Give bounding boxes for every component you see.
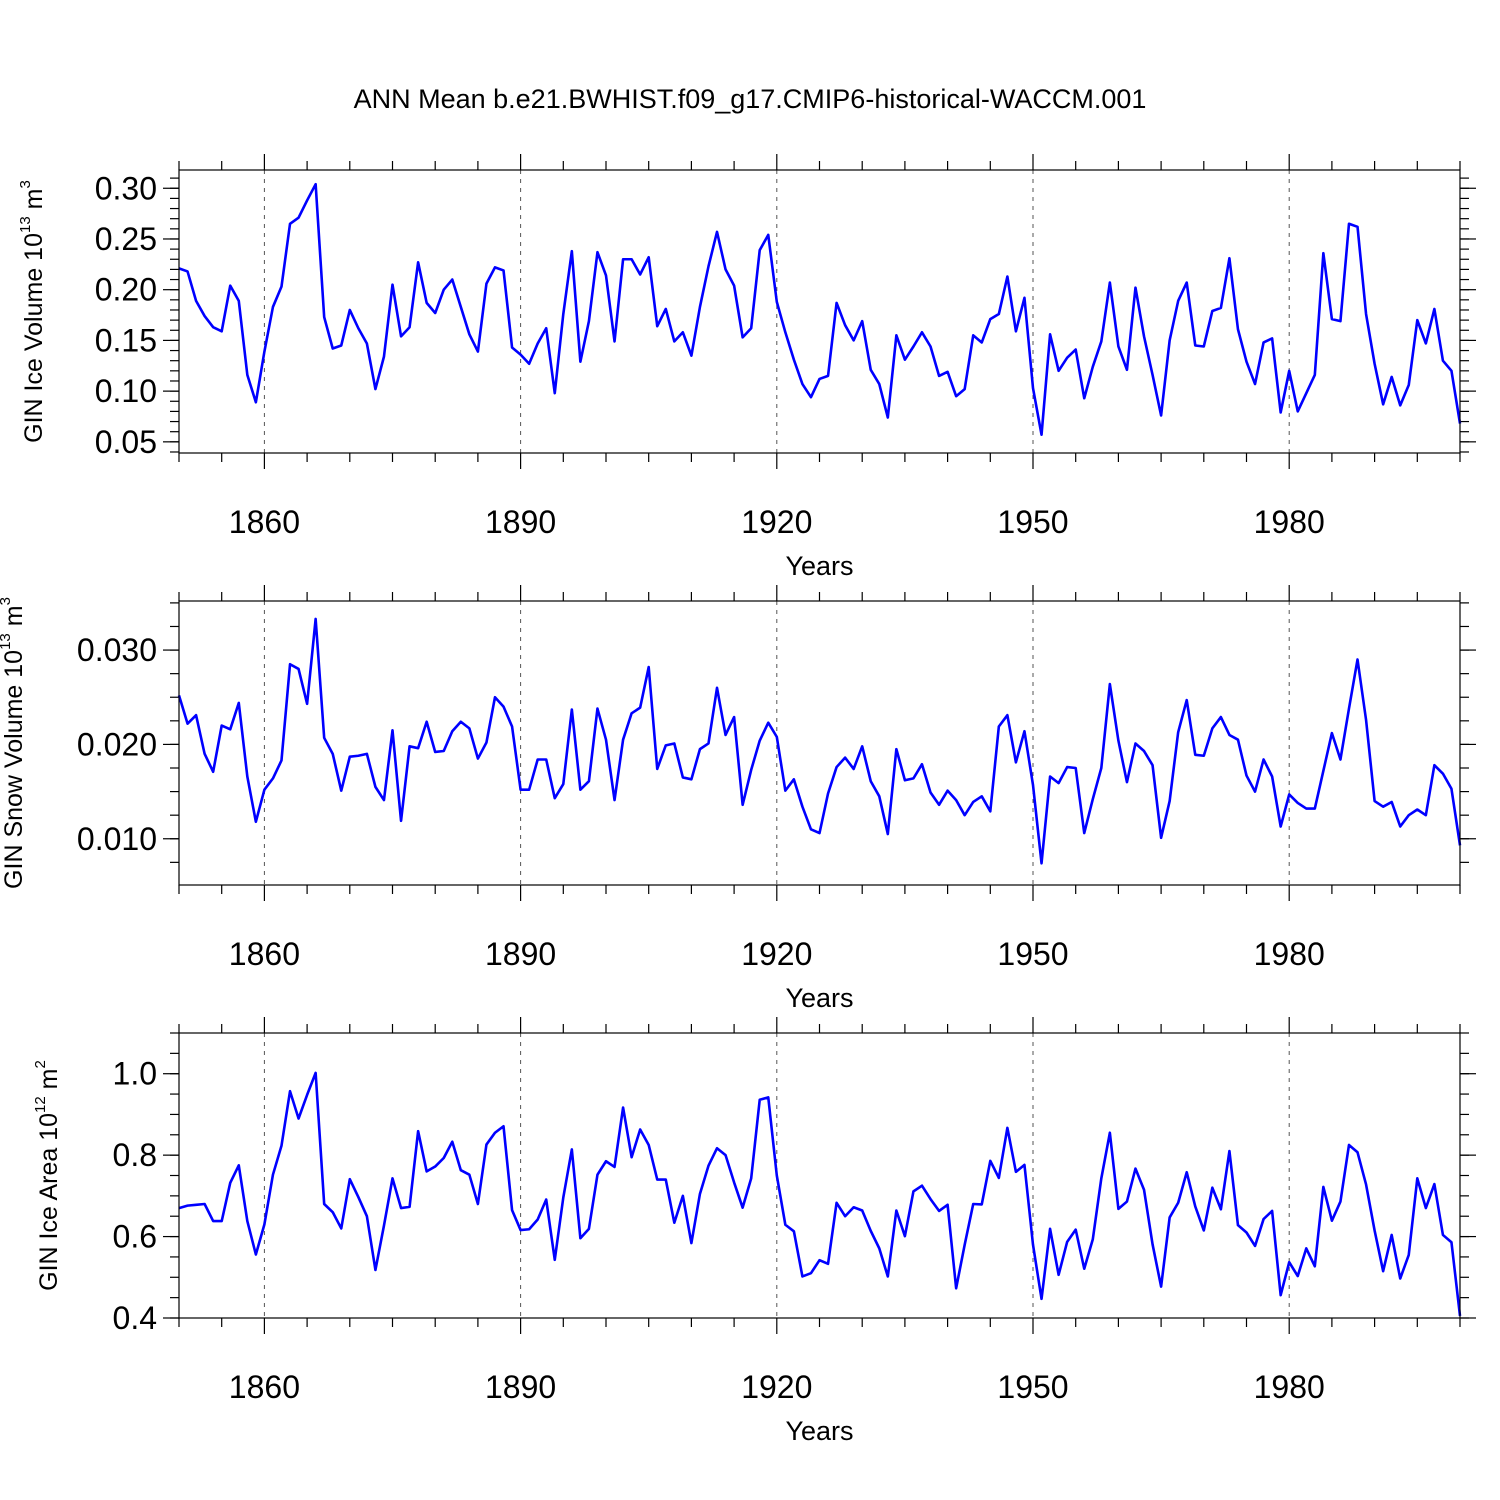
x-tick-label: 1950 [997,936,1068,972]
x-tick-label: 1860 [229,504,300,540]
y-label-main: GIN Ice Volume 10 [20,233,48,443]
grid-lines [263,601,1290,885]
y-label-exponent: 12 [32,1096,49,1113]
panel-snow-volume: 0.010 0.020 0.030 1860 1890 1920 1950 1980 Yea… [0,585,1476,1013]
x-tick-label: 1980 [1254,936,1325,972]
x-tick-label: 1980 [1254,1369,1325,1405]
y-label-unit: m [35,1068,63,1089]
x-tick-label: 1860 [229,1369,300,1405]
x-tick-label: 1950 [997,1369,1068,1405]
x-tick-label: 1890 [485,936,556,972]
plot-frame [178,600,1461,886]
y-label-main: GIN Snow Volume 10 [0,650,28,889]
x-tick-label: 1920 [741,504,812,540]
plot-frame [178,1032,1461,1319]
y-axis-label: GIN Ice Area 1012 m2 [32,1060,63,1291]
y-tick-labels: 0.010 0.020 0.030 [77,632,157,857]
x-tick-labels: 1860 1890 1920 1950 1980 [229,504,1325,540]
y-label-unit: m [20,189,48,210]
y-label-exponent: 13 [17,216,34,233]
panel-ice-volume: 0.05 0.10 0.15 0.20 0.25 0.30 1860 1890 1920 195… [17,154,1476,581]
y-tick-labels: 0.4 0.6 0.8 1.0 [113,1056,157,1336]
x-tick-label: 1920 [741,936,812,972]
y-label-unit-exponent: 3 [17,180,34,188]
y-tick-label: 0.020 [77,726,157,762]
y-label-unit: m [0,605,28,626]
y-tick-labels: 0.05 0.10 0.15 0.20 0.25 0.30 [95,170,157,460]
grid-lines [263,170,1290,453]
x-tick-labels: 1860 1890 1920 1950 1980 [229,936,1325,972]
x-tick-label: 1980 [1254,504,1325,540]
y-tick-label: 0.030 [77,632,157,668]
panel-ice-area: 0.40.60.81.0 1860 1890 1920 1950 1980 Years … [32,1017,1476,1446]
y-tick-label: 0.25 [95,221,157,257]
axis-ticks [163,154,1476,469]
plot-frame [178,169,1461,454]
x-tick-label: 1920 [741,1369,812,1405]
y-axis-label: GIN Snow Volume 1013 m3 [0,597,28,889]
x-tick-labels: 1860 1890 1920 1950 1980 [229,1369,1325,1405]
snow-volume-line [177,617,1462,865]
y-tick-label: 0.15 [95,322,157,358]
x-tick-label: 1950 [997,504,1068,540]
x-axis-label: Years [785,983,853,1013]
y-label-unit-exponent: 3 [0,597,14,605]
y-tick-label: 0.30 [95,170,157,206]
axis-ticks [163,1017,1476,1334]
y-tick-label: 0.8 [113,1137,157,1173]
y-tick-label: 0.05 [95,424,157,460]
y-label-exponent: 13 [0,633,14,650]
x-axis-label: Years [785,551,853,581]
y-label-main: GIN Ice Area 10 [35,1113,63,1291]
grid-lines [263,1033,1290,1318]
axis-ticks [163,585,1476,901]
y-label-unit-exponent: 2 [32,1060,49,1068]
ice-area-line [178,1071,1462,1317]
ice-volume-line [178,182,1462,437]
x-axis-label: Years [785,1416,853,1446]
x-tick-label: 1890 [485,504,556,540]
x-tick-label: 1890 [485,1369,556,1405]
x-tick-label: 1860 [229,936,300,972]
y-tick-label: 0.10 [95,373,157,409]
y-tick-label: 0.010 [77,821,157,857]
y-tick-label: 0.4 [113,1300,157,1336]
y-axis-label: GIN Ice Volume 1013 m3 [17,180,48,443]
chart-title: ANN Mean b.e21.BWHIST.f09_g17.CMIP6-hist… [354,84,1147,114]
y-tick-label: 0.6 [113,1219,157,1255]
y-tick-label: 1.0 [113,1056,157,1092]
y-tick-label: 0.20 [95,272,157,308]
